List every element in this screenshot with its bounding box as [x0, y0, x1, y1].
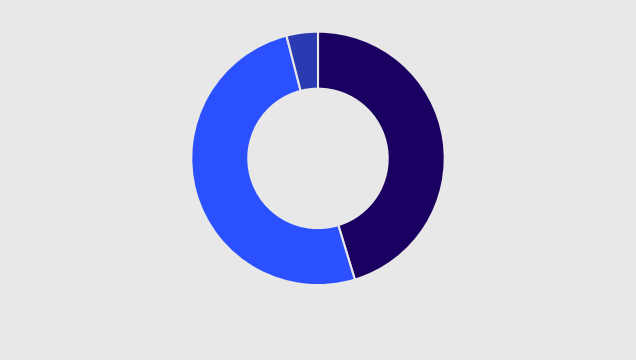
Wedge shape [191, 36, 355, 285]
Wedge shape [286, 32, 318, 91]
Wedge shape [318, 32, 445, 280]
